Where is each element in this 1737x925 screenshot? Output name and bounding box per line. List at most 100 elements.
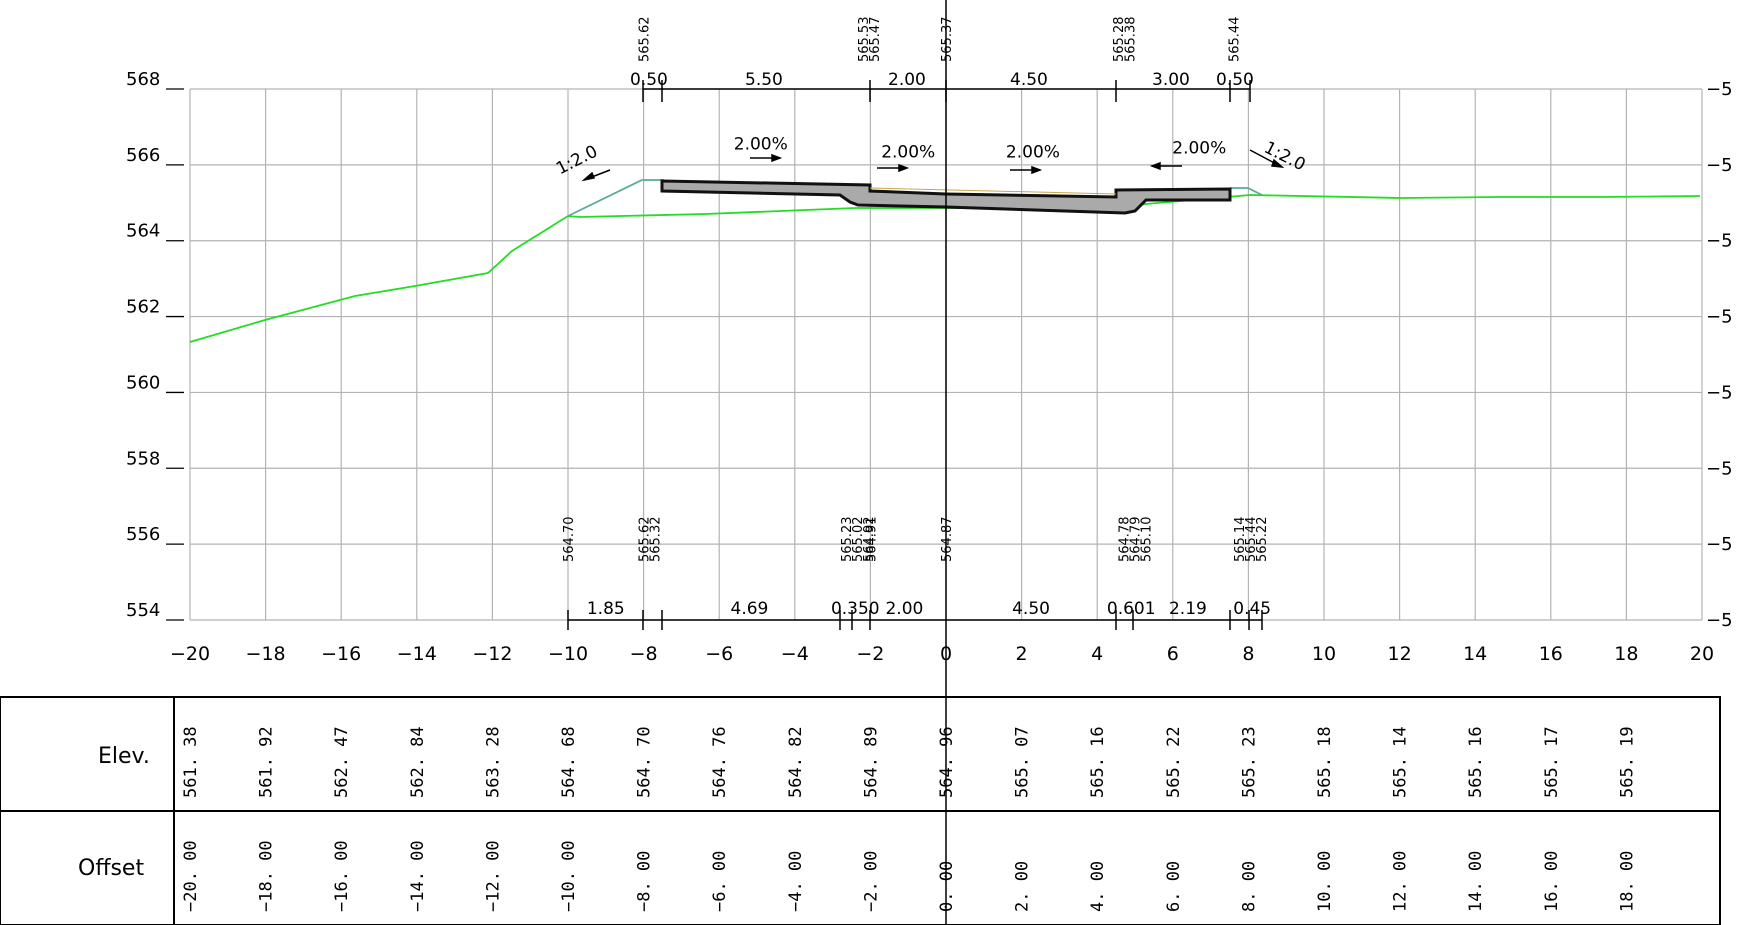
data-table: Elev. Offset 561. 38 561. 92 562. 47 562. 8… bbox=[0, 696, 1721, 925]
bottom-elevation-label: 565.22 bbox=[1255, 517, 1270, 563]
offset-row-label: Offset bbox=[78, 856, 144, 881]
y-tick-label: 562 bbox=[126, 297, 160, 318]
elev-cell: 565. 14 bbox=[1391, 726, 1411, 798]
right-tick-label: −5 bbox=[1706, 382, 1733, 403]
y-axis-labels: 554 556 558 560 562 564 566 568 bbox=[126, 69, 184, 621]
slope-label: 2.00% bbox=[881, 142, 935, 162]
top-dimension-line: 0.50 5.50 2.00 4.50 3.00 0.50 bbox=[630, 70, 1254, 102]
y-tick-label: 554 bbox=[126, 600, 160, 621]
x-tick-label: 4 bbox=[1091, 643, 1103, 665]
bottom-dimension-label: 4.50 bbox=[1012, 599, 1050, 619]
left-side-slope bbox=[567, 179, 664, 217]
bottom-elevation-label: 565.62 bbox=[638, 517, 653, 563]
offset-cell: −12. 00 bbox=[483, 840, 503, 912]
elev-cell: 563. 28 bbox=[483, 726, 503, 798]
right-tick-label: −5 bbox=[1706, 534, 1733, 555]
offset-cell: −2. 00 bbox=[861, 851, 881, 912]
elev-cell: 565. 18 bbox=[1315, 726, 1335, 798]
elev-cell: 565. 17 bbox=[1542, 726, 1562, 798]
elev-cell: 565. 23 bbox=[1239, 726, 1259, 798]
offset-cell: 0. 00 bbox=[937, 861, 957, 912]
right-tick-label: −5 bbox=[1706, 610, 1733, 631]
elev-cell: 564. 82 bbox=[786, 726, 806, 798]
bottom-elevation-label: 565.02 bbox=[851, 517, 866, 563]
x-tick-label: 10 bbox=[1312, 643, 1336, 665]
bottom-dimension-label: 2.19 bbox=[1169, 599, 1207, 619]
slope-label: 1:2.0 bbox=[1261, 138, 1309, 176]
top-elevation-label: 565.47 bbox=[868, 17, 883, 63]
bottom-dimension-label: 2.00 bbox=[885, 599, 923, 619]
x-tick-label: −14 bbox=[397, 643, 437, 665]
slope-label: 1:2.0 bbox=[553, 142, 601, 180]
bottom-elevation-label: 564.87 bbox=[940, 517, 955, 563]
offset-cell: −8. 00 bbox=[635, 851, 655, 912]
bottom-elevation-label: 564.92 bbox=[862, 517, 877, 563]
offset-cell: 18. 00 bbox=[1617, 851, 1637, 912]
top-dim-5: 3.00 bbox=[1152, 70, 1190, 90]
x-tick-label: −6 bbox=[705, 643, 733, 665]
bottom-dimension-label: 0.45 bbox=[1233, 599, 1271, 619]
bottom-elevation-label: 564.70 bbox=[562, 517, 577, 563]
elev-cell: 564. 68 bbox=[559, 726, 579, 798]
elev-cell: 561. 38 bbox=[181, 726, 201, 798]
bottom-elevation-label: 565.32 bbox=[649, 517, 664, 563]
offset-cell: −18. 00 bbox=[257, 840, 277, 912]
existing-ground-line bbox=[189, 194, 1701, 343]
x-tick-label: −18 bbox=[246, 643, 286, 665]
elev-cell: 561. 92 bbox=[257, 726, 277, 798]
bottom-dimension-label: 0.601 bbox=[1107, 599, 1156, 619]
x-tick-label: 6 bbox=[1167, 643, 1179, 665]
right-tick-label: −5 bbox=[1706, 155, 1733, 176]
y-tick-label: 556 bbox=[126, 524, 160, 545]
x-tick-label: −4 bbox=[781, 643, 809, 665]
x-tick-label: −16 bbox=[321, 643, 361, 665]
bottom-dimension-labels: 1.85 4.69 0.350 2.00 4.50 0.601 2.19 0.45 bbox=[587, 599, 1271, 619]
right-axis-labels: −5 −5 −5 −5 −5 −5 −5 −5 bbox=[1706, 79, 1733, 631]
elev-cell: 565. 16 bbox=[1088, 726, 1108, 798]
offset-cell: −10. 00 bbox=[559, 840, 579, 912]
x-tick-label: 16 bbox=[1539, 643, 1563, 665]
y-tick-label: 558 bbox=[126, 448, 160, 469]
y-tick-label: 566 bbox=[126, 145, 160, 166]
elev-cell: 564. 70 bbox=[635, 726, 655, 798]
slope-labels: 1:2.0 2.00% 2.00% 2.00% 2.00% 1:2.0 bbox=[553, 135, 1309, 180]
right-tick-label: −5 bbox=[1706, 231, 1733, 252]
top-elevation-label: 565.28 bbox=[1112, 17, 1127, 63]
offset-cell: 4. 00 bbox=[1088, 861, 1108, 912]
top-dim-6: 0.50 bbox=[1216, 70, 1254, 90]
y-tick-label: 564 bbox=[126, 221, 160, 242]
elev-cell: 565. 19 bbox=[1617, 726, 1637, 798]
offset-cell: 6. 00 bbox=[1164, 861, 1184, 912]
right-tick-label: −5 bbox=[1706, 307, 1733, 328]
right-tick-label: −5 bbox=[1706, 458, 1733, 479]
bottom-dimension-line bbox=[567, 610, 1263, 630]
slope-label: 2.00% bbox=[734, 135, 788, 155]
bottom-dimension-label: 0.350 bbox=[831, 599, 880, 619]
offset-cell: −20. 00 bbox=[181, 840, 201, 912]
elev-row-label: Elev. bbox=[98, 744, 150, 769]
elev-cell: 564. 89 bbox=[861, 726, 881, 798]
offset-cell: 8. 00 bbox=[1239, 861, 1259, 912]
bottom-dimension-label: 1.85 bbox=[587, 599, 625, 619]
slope-label: 2.00% bbox=[1006, 142, 1060, 162]
bottom-elevation-label: 565.14 bbox=[1233, 517, 1248, 563]
elev-cell: 564. 76 bbox=[710, 726, 730, 798]
elev-cell: 565. 22 bbox=[1164, 726, 1184, 798]
top-dim-1: 0.50 bbox=[630, 70, 668, 90]
top-dim-3: 2.00 bbox=[888, 70, 926, 90]
offset-cell: 16. 00 bbox=[1542, 851, 1562, 912]
bottom-elevation-label: 564.78 bbox=[1118, 517, 1133, 563]
bottom-elevation-label: 564.79 bbox=[1129, 517, 1144, 563]
offset-cell: 2. 00 bbox=[1013, 861, 1033, 912]
bottom-elevation-label: 565.10 bbox=[1140, 517, 1155, 563]
top-elevation-label: 565.37 bbox=[940, 17, 955, 63]
x-tick-label: −2 bbox=[856, 643, 884, 665]
offset-cell: 10. 00 bbox=[1315, 851, 1335, 912]
right-tick-label: −5 bbox=[1706, 79, 1733, 100]
elev-cell: 564. 96 bbox=[937, 726, 957, 798]
offset-cell: −16. 00 bbox=[332, 840, 352, 912]
top-elevation-label: 565.38 bbox=[1123, 17, 1138, 63]
top-dim-2: 5.50 bbox=[745, 70, 783, 90]
offset-cell: −6. 00 bbox=[710, 851, 730, 912]
